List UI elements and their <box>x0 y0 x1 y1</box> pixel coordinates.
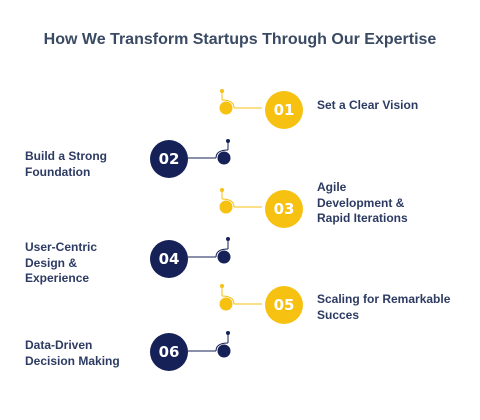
step-03-number: 03 <box>273 200 295 218</box>
step-01-label: Set a Clear Vision <box>317 98 419 112</box>
step-05-badge: 05 <box>265 286 303 324</box>
connector-01 <box>219 89 262 115</box>
step-03-badge: 03 <box>265 190 303 228</box>
connector-03 <box>219 188 262 214</box>
step-02-number: 02 <box>158 150 180 168</box>
step-01-number: 01 <box>273 101 295 119</box>
step-04-label: User-Centric Design & Experience <box>25 240 98 285</box>
connector-02 <box>188 139 231 165</box>
connector-06 <box>188 331 231 358</box>
step-05-label: Scaling for Remarkable Succes <box>317 292 451 322</box>
step-04-badge: 04 <box>150 240 188 278</box>
step-06-badge: 06 <box>150 333 188 371</box>
step-03-label: Agile Development & Rapid Iterations <box>317 180 408 225</box>
step-06-number: 06 <box>158 343 180 361</box>
connector-04 <box>188 237 231 264</box>
step-02-label: Build a Strong Foundation <box>25 149 107 179</box>
connector-05 <box>219 284 262 311</box>
step-02-badge: 02 <box>150 140 188 178</box>
step-01-badge: 01 <box>265 91 303 129</box>
step-05-number: 05 <box>273 296 295 314</box>
page-title: How We Transform Startups Through Our Ex… <box>43 31 437 48</box>
step-04-number: 04 <box>158 250 180 268</box>
step-06-label: Data-Driven Decision Making <box>25 338 120 368</box>
